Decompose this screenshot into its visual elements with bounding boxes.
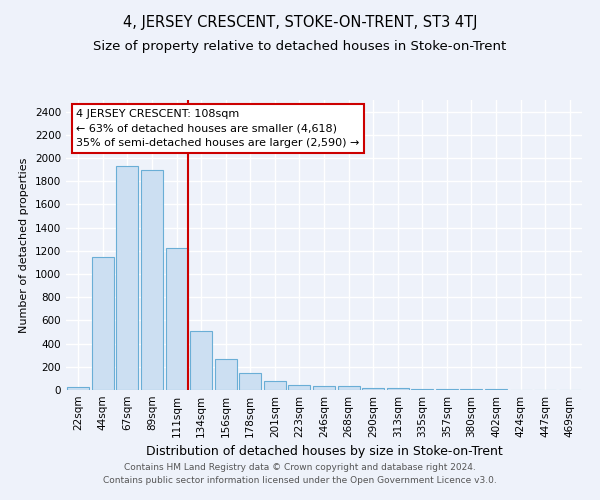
Bar bbox=[362, 388, 384, 390]
Bar bbox=[386, 388, 409, 390]
Bar bbox=[215, 360, 237, 390]
Text: 4, JERSEY CRESCENT, STOKE-ON-TRENT, ST3 4TJ: 4, JERSEY CRESCENT, STOKE-ON-TRENT, ST3 … bbox=[123, 15, 477, 30]
Bar bbox=[485, 389, 507, 390]
Bar bbox=[313, 386, 335, 390]
Bar bbox=[116, 166, 139, 390]
Bar bbox=[411, 389, 433, 390]
Bar bbox=[239, 372, 262, 390]
Bar bbox=[289, 385, 310, 390]
Bar bbox=[92, 256, 114, 390]
Bar bbox=[141, 170, 163, 390]
X-axis label: Distribution of detached houses by size in Stoke-on-Trent: Distribution of detached houses by size … bbox=[146, 446, 502, 458]
Bar bbox=[166, 248, 188, 390]
Text: 4 JERSEY CRESCENT: 108sqm
← 63% of detached houses are smaller (4,618)
35% of se: 4 JERSEY CRESCENT: 108sqm ← 63% of detac… bbox=[76, 108, 359, 148]
Text: Size of property relative to detached houses in Stoke-on-Trent: Size of property relative to detached ho… bbox=[94, 40, 506, 53]
Bar bbox=[67, 387, 89, 390]
Text: Contains HM Land Registry data © Crown copyright and database right 2024.
Contai: Contains HM Land Registry data © Crown c… bbox=[103, 464, 497, 485]
Bar bbox=[190, 331, 212, 390]
Bar bbox=[338, 386, 359, 390]
Y-axis label: Number of detached properties: Number of detached properties bbox=[19, 158, 29, 332]
Bar bbox=[264, 380, 286, 390]
